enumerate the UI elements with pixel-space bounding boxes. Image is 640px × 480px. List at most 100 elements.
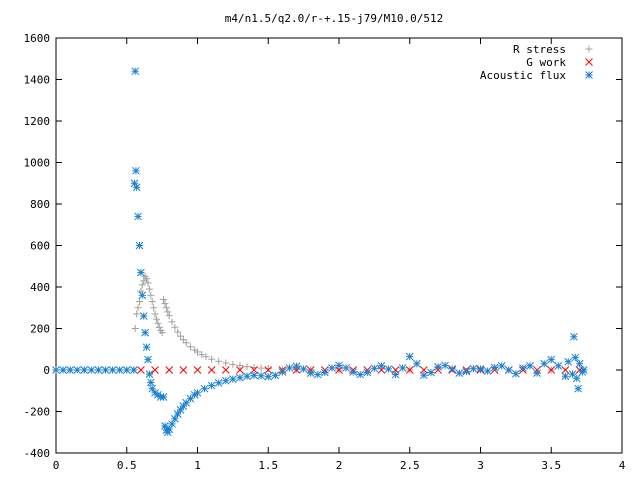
- data-point: [138, 281, 146, 289]
- y-tick-label: 600: [30, 240, 50, 253]
- data-point: [215, 357, 223, 365]
- data-point: [159, 393, 168, 401]
- data-point: [572, 374, 581, 383]
- data-point: [561, 366, 570, 374]
- data-point: [570, 332, 578, 341]
- data-point: [147, 291, 155, 299]
- data-point: [349, 368, 358, 376]
- data-point: [59, 366, 67, 374]
- data-point: [200, 384, 209, 393]
- data-point: [236, 362, 244, 370]
- legend-label: G work: [526, 56, 566, 69]
- legend-label: Acoustic flux: [480, 69, 566, 82]
- data-point: [236, 366, 244, 374]
- data-point: [229, 375, 237, 383]
- data-point: [306, 369, 315, 377]
- data-point: [158, 329, 166, 337]
- data-point: [469, 364, 478, 373]
- data-point: [154, 319, 162, 327]
- data-point: [299, 365, 308, 373]
- data-point: [144, 355, 152, 364]
- data-point: [208, 355, 216, 363]
- data-point: [313, 370, 322, 379]
- data-point: [146, 378, 155, 387]
- data-point: [162, 304, 170, 312]
- data-point: [193, 388, 202, 397]
- data-point: [335, 361, 343, 370]
- data-point: [427, 368, 435, 377]
- data-point: [391, 370, 400, 379]
- legend-marker: [585, 71, 593, 79]
- legend-marker: [585, 45, 593, 53]
- data-point: [292, 366, 301, 374]
- y-tick-label: 0: [43, 364, 50, 377]
- data-point: [122, 366, 131, 374]
- data-point: [448, 365, 457, 373]
- data-point: [131, 325, 139, 332]
- data-point: [80, 366, 89, 374]
- data-point: [405, 366, 414, 374]
- x-tick-label: 0: [53, 459, 60, 472]
- data-point: [356, 370, 365, 379]
- x-tick-label: 3: [477, 459, 484, 472]
- data-marks: [52, 67, 588, 437]
- y-tick-label: 800: [30, 198, 50, 211]
- data-point: [497, 361, 506, 370]
- data-point: [377, 361, 386, 370]
- data-point: [134, 212, 142, 221]
- data-point: [420, 371, 428, 380]
- data-point: [168, 318, 176, 326]
- data-point: [143, 275, 151, 283]
- data-point: [257, 371, 266, 380]
- data-point: [165, 366, 174, 374]
- data-point: [278, 368, 287, 376]
- y-tick-label: -400: [24, 447, 51, 460]
- y-tick-label: 200: [30, 323, 50, 336]
- data-point: [561, 372, 570, 381]
- data-point: [285, 364, 294, 372]
- data-point: [202, 353, 210, 361]
- y-tick-label: -200: [24, 406, 51, 419]
- data-point: [182, 339, 190, 347]
- data-point: [221, 376, 230, 385]
- data-point: [574, 384, 582, 393]
- y-tick-label: 400: [30, 281, 50, 294]
- data-point: [137, 268, 145, 277]
- data-point: [207, 366, 216, 374]
- data-point: [512, 369, 520, 378]
- data-point: [243, 372, 251, 381]
- series-r-stress: [52, 273, 588, 374]
- y-tick-label: 1000: [24, 157, 51, 170]
- data-point: [179, 366, 188, 374]
- data-point: [144, 279, 152, 287]
- data-point: [132, 183, 141, 192]
- data-point: [257, 364, 265, 372]
- data-point: [519, 364, 527, 372]
- data-point: [150, 304, 158, 312]
- data-point: [243, 363, 251, 371]
- data-point: [384, 365, 393, 373]
- series-acoustic-flux: [52, 67, 588, 437]
- data-point: [221, 366, 230, 374]
- data-point: [138, 291, 147, 300]
- data-point: [108, 366, 117, 374]
- x-tick-label: 3.5: [541, 459, 561, 472]
- data-point: [490, 363, 499, 372]
- x-tick-label: 2: [336, 459, 343, 472]
- data-point: [164, 308, 172, 316]
- data-point: [139, 312, 148, 320]
- data-point: [504, 366, 513, 374]
- data-point: [264, 372, 273, 381]
- data-point: [328, 364, 336, 372]
- data-point: [155, 323, 163, 331]
- data-point: [165, 312, 173, 320]
- data-point: [129, 366, 138, 374]
- data-point: [115, 366, 124, 374]
- data-point: [370, 364, 379, 373]
- data-point: [198, 351, 206, 359]
- data-point: [320, 368, 329, 377]
- data-point: [476, 365, 485, 373]
- data-point: [101, 366, 110, 374]
- data-point: [214, 379, 223, 387]
